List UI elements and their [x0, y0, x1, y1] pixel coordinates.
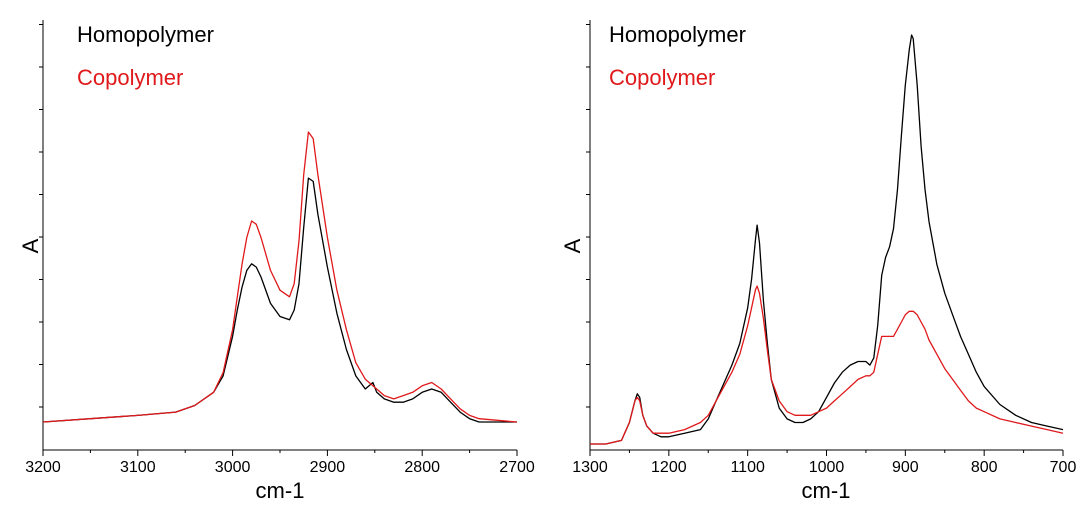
- axes-right: 1300 1200 1100 1000 900 800 700: [572, 20, 1076, 476]
- chart-panel-right: 1300 1200 1100 1000 900 800 700 Homopolymer Co…: [560, 20, 1076, 503]
- y-axis-label-right: A: [560, 238, 585, 253]
- x-tick-label: 3200: [25, 459, 61, 476]
- series-group-right: [590, 34, 1064, 445]
- series-line-homopolymer: [42, 177, 517, 423]
- axes-left: 3200 3100 3000 2900 2800 2700: [25, 20, 535, 476]
- x-tick-label: 1200: [651, 459, 687, 476]
- legend-entry-copolymer-right: Copolymer: [609, 65, 715, 90]
- x-tick-label: 2800: [404, 459, 440, 476]
- x-tick-label: 1100: [730, 459, 765, 476]
- series-line-copolymer: [590, 285, 1064, 445]
- y-axis-label-left: A: [18, 238, 43, 253]
- x-tick-label: 700: [1050, 459, 1077, 476]
- x-axis-label-left: cm-1: [256, 478, 305, 503]
- series-group-left: [42, 131, 518, 423]
- legend-left: Homopolymer Copolymer: [77, 22, 214, 90]
- x-tick-label: 1300: [572, 459, 608, 476]
- legend-entry-homopolymer-left: Homopolymer: [77, 22, 214, 47]
- x-axis-label-right: cm-1: [802, 478, 851, 503]
- series-line-copolymer: [42, 131, 518, 423]
- x-tick-label: 2900: [310, 459, 346, 476]
- legend-entry-homopolymer-right: Homopolymer: [609, 22, 746, 47]
- legend-right: Homopolymer Copolymer: [609, 22, 746, 90]
- x-tick-label: 800: [971, 459, 998, 476]
- series-line-homopolymer: [590, 34, 1064, 445]
- x-tick-label: 900: [892, 459, 919, 476]
- x-tick-label: 2700: [499, 459, 535, 476]
- x-tick-label: 3100: [120, 459, 156, 476]
- x-tick-label: 3000: [215, 459, 251, 476]
- chart-panel-left: 3200 3100 3000 2900 2800 2700 Homopolymer Cop…: [18, 20, 535, 503]
- x-tick-label: 1000: [809, 459, 845, 476]
- legend-entry-copolymer-left: Copolymer: [77, 65, 183, 90]
